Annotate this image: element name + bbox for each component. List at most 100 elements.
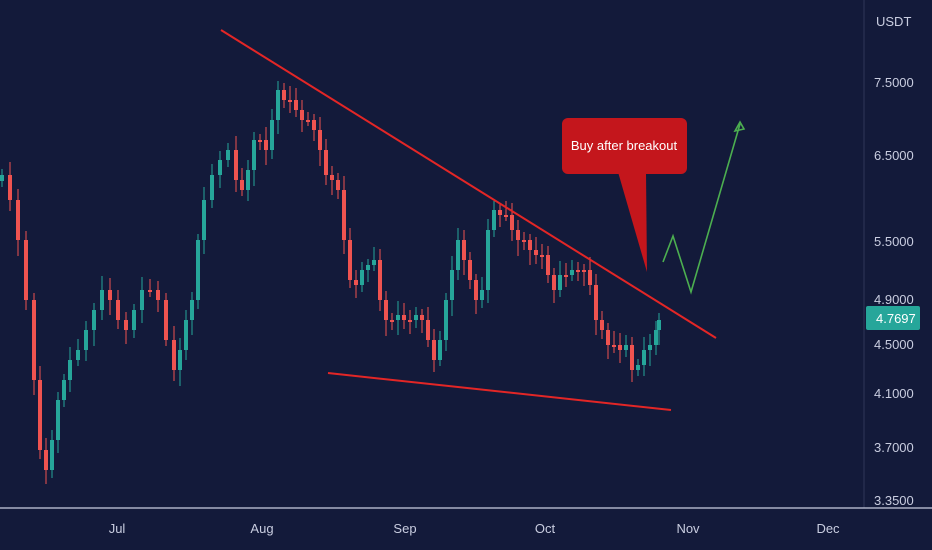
candle-body bbox=[38, 380, 42, 450]
candle-body bbox=[282, 90, 286, 100]
candle-body bbox=[62, 380, 66, 400]
candle-body bbox=[276, 90, 280, 120]
candlestick-series bbox=[0, 81, 661, 484]
candle-body bbox=[210, 175, 214, 200]
candle-body bbox=[0, 175, 4, 181]
candle-body bbox=[68, 360, 72, 380]
price-tick-label: 3.3500 bbox=[874, 493, 914, 508]
candle-body bbox=[474, 280, 478, 300]
candle-body bbox=[414, 315, 418, 320]
candle-body bbox=[348, 240, 352, 280]
price-tick-label: 4.5000 bbox=[874, 337, 914, 352]
projection-arrowhead-icon bbox=[733, 120, 746, 133]
candle-body bbox=[270, 120, 274, 150]
candle-body bbox=[576, 270, 580, 272]
candle-body bbox=[636, 365, 640, 370]
candle-body bbox=[366, 265, 370, 270]
breakout-projection[interactable] bbox=[662, 120, 746, 295]
time-axis[interactable]: Jul Aug Sep Oct Nov Dec bbox=[109, 521, 840, 536]
callout-label: Buy after breakout bbox=[571, 138, 678, 153]
price-axis[interactable]: USDT 7.5000 6.5000 5.5000 4.9000 4.5000 4.100… bbox=[874, 14, 914, 508]
candle-body bbox=[438, 340, 442, 360]
candle-body bbox=[140, 290, 144, 310]
candle-body bbox=[300, 110, 304, 120]
candle-body bbox=[294, 100, 298, 110]
candle-body bbox=[330, 175, 334, 180]
candle-body bbox=[116, 300, 120, 320]
projection-path bbox=[662, 123, 741, 295]
candle-body bbox=[258, 140, 262, 142]
candle-body bbox=[378, 260, 382, 300]
candle-body bbox=[178, 350, 182, 370]
last-price-tag: 4.7697 bbox=[866, 306, 920, 330]
candle-body bbox=[558, 275, 562, 290]
candle-body bbox=[420, 315, 424, 320]
candle-body bbox=[654, 330, 658, 345]
currency-label: USDT bbox=[876, 14, 911, 29]
candle-body bbox=[50, 440, 54, 470]
candle-body bbox=[264, 140, 268, 150]
time-tick-label: Aug bbox=[250, 521, 273, 536]
candle-body bbox=[184, 320, 188, 350]
candle-body bbox=[92, 310, 96, 330]
candle-body bbox=[190, 300, 194, 320]
candle-body bbox=[606, 330, 610, 345]
price-tick-label: 6.5000 bbox=[874, 148, 914, 163]
candle-body bbox=[288, 100, 292, 102]
candle-body bbox=[588, 270, 592, 285]
price-tick-label: 4.9000 bbox=[874, 292, 914, 307]
time-tick-label: Nov bbox=[676, 521, 700, 536]
buy-callout[interactable]: Buy after breakout bbox=[562, 118, 687, 272]
candle-body bbox=[76, 350, 80, 360]
candle-body bbox=[372, 260, 376, 265]
candle-body bbox=[196, 240, 200, 300]
callout-pointer bbox=[618, 172, 647, 272]
candle-body bbox=[552, 275, 556, 290]
candle-body bbox=[630, 345, 634, 370]
candle-body bbox=[432, 340, 436, 360]
candle-body bbox=[486, 230, 490, 290]
candle-body bbox=[336, 180, 340, 190]
candle-body bbox=[354, 280, 358, 285]
price-tick-label: 7.5000 bbox=[874, 75, 914, 90]
candle-body bbox=[528, 240, 532, 250]
candle-body bbox=[480, 290, 484, 300]
candle-body bbox=[504, 215, 508, 217]
candle-body bbox=[306, 120, 310, 122]
candle-body bbox=[226, 150, 230, 160]
candle-body bbox=[594, 285, 598, 320]
candle-body bbox=[202, 200, 206, 240]
price-tick-label: 4.1000 bbox=[874, 386, 914, 401]
support-trendline[interactable] bbox=[327, 372, 672, 411]
candle-body bbox=[618, 345, 622, 350]
candle-body bbox=[218, 160, 222, 175]
candle-body bbox=[396, 315, 400, 320]
candle-body bbox=[456, 240, 460, 270]
candle-body bbox=[32, 300, 36, 380]
candle-body bbox=[444, 300, 448, 340]
candle-body bbox=[564, 275, 568, 277]
candle-body bbox=[450, 270, 454, 300]
candle-body bbox=[462, 240, 466, 260]
candle-body bbox=[498, 210, 502, 215]
callout-box bbox=[562, 118, 687, 174]
time-tick-label: Jul bbox=[109, 521, 126, 536]
candle-body bbox=[570, 270, 574, 275]
candle-body bbox=[252, 140, 256, 170]
candle-body bbox=[468, 260, 472, 280]
candle-body bbox=[8, 175, 12, 200]
time-tick-label: Sep bbox=[393, 521, 416, 536]
candle-body bbox=[246, 170, 250, 190]
candle-body bbox=[534, 250, 538, 255]
candle-body bbox=[522, 240, 526, 242]
candle-body bbox=[156, 290, 160, 300]
candle-body bbox=[624, 345, 628, 350]
candle-body bbox=[318, 130, 322, 150]
resistance-trendline[interactable] bbox=[220, 29, 717, 339]
candle-body bbox=[124, 320, 128, 330]
candle-body bbox=[108, 290, 112, 300]
candle-body bbox=[84, 330, 88, 350]
candle-body bbox=[360, 270, 364, 285]
